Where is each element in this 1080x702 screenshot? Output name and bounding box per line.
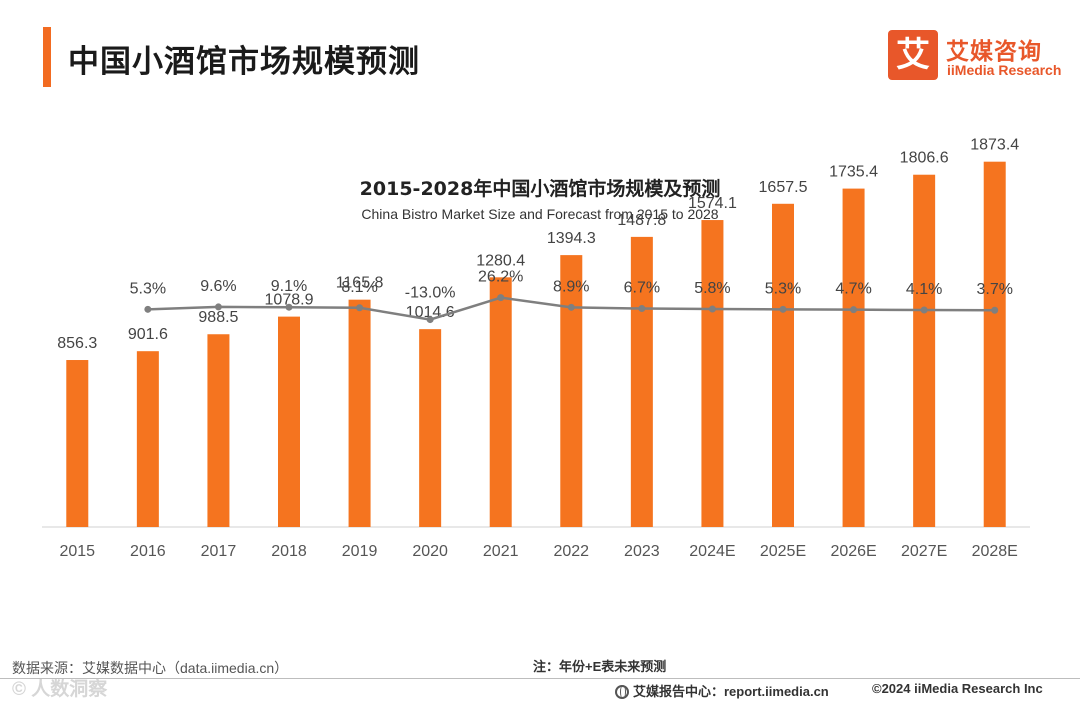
forecast-note: 注：年份+E表未来预测 bbox=[533, 659, 667, 674]
x-tick-label: 2022 bbox=[553, 543, 589, 560]
bar-2024E bbox=[701, 220, 724, 527]
growth-rate-point bbox=[850, 306, 858, 314]
growth-rate-point bbox=[638, 305, 646, 313]
growth-rate-label: 6.7% bbox=[624, 280, 660, 297]
bar-2028E bbox=[983, 161, 1006, 527]
copyright: ©2024 iiMedia Research Inc bbox=[872, 681, 1043, 696]
bar-value-label: 856.3 bbox=[57, 335, 97, 352]
growth-rate-label: 5.3% bbox=[130, 280, 166, 297]
bar-2026E bbox=[842, 188, 865, 528]
x-tick-label: 2016 bbox=[130, 543, 166, 560]
bar-2025E bbox=[772, 203, 794, 527]
report-center: 艾媒报告中心：report.iimedia.cn bbox=[615, 681, 829, 700]
bar-value-label: 1735.4 bbox=[829, 164, 878, 181]
x-tick-label: 2023 bbox=[624, 543, 660, 560]
bar-value-label: 901.6 bbox=[128, 326, 168, 343]
bar-value-label: 1487.8 bbox=[617, 212, 666, 229]
logo-name-en: iiMedia Research bbox=[947, 62, 1062, 78]
growth-rate-label: 9.6% bbox=[200, 278, 236, 295]
bar-2015 bbox=[66, 360, 89, 527]
growth-rate-label: 4.7% bbox=[835, 281, 871, 298]
brand-logo: 艾 艾媒咨询 iiMedia Research bbox=[888, 30, 1063, 82]
bar-2017 bbox=[207, 334, 230, 527]
growth-rate-label: -13.0% bbox=[405, 285, 456, 302]
bar-value-label: 1165.8 bbox=[336, 275, 384, 292]
x-tick-label: 2027E bbox=[901, 543, 947, 560]
footer-divider bbox=[0, 678, 1080, 679]
bar-value-label: 1873.4 bbox=[970, 137, 1019, 154]
growth-rate-label: 8.1% bbox=[341, 279, 377, 296]
growth-rate-point bbox=[920, 306, 928, 314]
bar-value-label: 1806.6 bbox=[900, 150, 949, 167]
growth-rate-label: 9.1% bbox=[271, 278, 307, 295]
growth-rate-label: 26.2% bbox=[478, 269, 523, 286]
bar-2027E bbox=[913, 174, 936, 527]
growth-rate-point bbox=[356, 304, 364, 312]
x-tick-label: 2019 bbox=[342, 543, 378, 560]
bar-2020 bbox=[419, 329, 442, 527]
x-tick-label: 2018 bbox=[271, 543, 307, 560]
growth-rate-point bbox=[144, 305, 152, 313]
x-tick-label: 2020 bbox=[412, 543, 448, 560]
bar-value-label: 1574.1 bbox=[688, 195, 737, 212]
x-tick-label: 2021 bbox=[483, 543, 519, 560]
x-tick-label: 2017 bbox=[201, 543, 237, 560]
growth-rate-point bbox=[426, 316, 434, 324]
bar-value-label: 1078.9 bbox=[265, 292, 314, 309]
page-title: 中国小酒馆市场规模预测 bbox=[68, 44, 420, 80]
growth-rate-point bbox=[497, 294, 505, 302]
bar-value-label: 988.5 bbox=[198, 309, 238, 326]
logo-mark-icon: 艾 bbox=[888, 30, 938, 80]
growth-rate-point bbox=[214, 303, 222, 311]
globe-icon bbox=[615, 685, 629, 699]
logo-name-cn: 艾媒咨询 bbox=[946, 39, 1042, 65]
chart-subtitle: China Bistro Market Size and Forecast fr… bbox=[361, 206, 719, 222]
bar-value-label: 1280.4 bbox=[476, 252, 525, 269]
data-source: 数据来源：艾媒数据中心（data.iimedia.cn） bbox=[12, 660, 289, 676]
growth-rate-point bbox=[708, 305, 716, 313]
growth-rate-label: 5.3% bbox=[765, 280, 801, 297]
growth-rate-point bbox=[991, 306, 999, 314]
bar-2021 bbox=[489, 277, 512, 527]
report-center-text: 艾媒报告中心：report.iimedia.cn bbox=[633, 684, 829, 699]
growth-rate-point bbox=[567, 303, 575, 311]
bar-value-label: 1394.3 bbox=[547, 230, 596, 247]
growth-rate-point bbox=[285, 303, 293, 311]
growth-rate-label: 4.1% bbox=[906, 281, 942, 298]
x-tick-label: 2015 bbox=[59, 543, 95, 560]
bar-2018 bbox=[278, 316, 300, 527]
growth-rate-label: 8.9% bbox=[553, 278, 589, 295]
x-tick-label: 2028E bbox=[972, 543, 1018, 560]
growth-rate-point bbox=[779, 305, 787, 313]
watermark: © 人数洞察 bbox=[12, 679, 108, 700]
x-tick-label: 2024E bbox=[689, 543, 735, 560]
growth-rate-label: 5.8% bbox=[694, 280, 730, 297]
x-tick-label: 2026E bbox=[830, 543, 876, 560]
x-tick-label: 2025E bbox=[760, 543, 806, 560]
title-accent-bar bbox=[43, 27, 51, 87]
growth-rate-label: 3.7% bbox=[976, 281, 1012, 298]
bar-value-label: 1657.5 bbox=[759, 179, 808, 196]
bar-2019 bbox=[348, 299, 371, 527]
bar-2016 bbox=[136, 351, 159, 527]
chart-title: 2015-2028年中国小酒馆市场规模及预测 bbox=[359, 178, 721, 200]
bar-2022 bbox=[560, 255, 583, 527]
